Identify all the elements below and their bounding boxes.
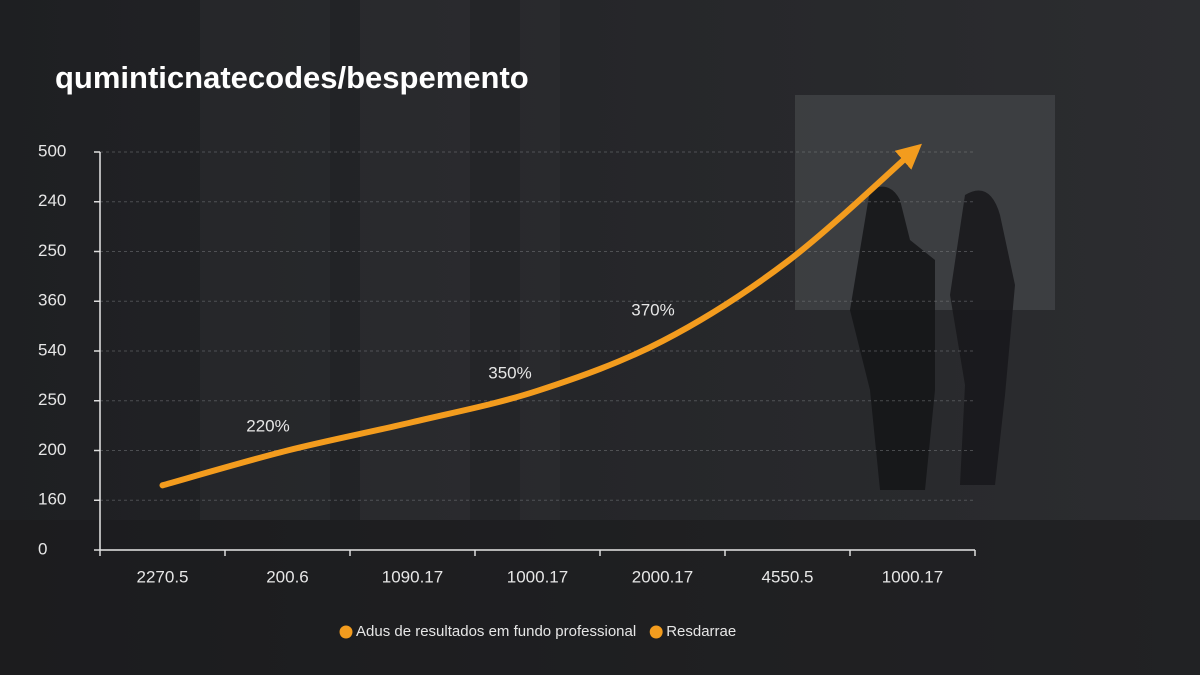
y-tick-label: 240 [38, 191, 66, 210]
chart-title: quminticnatecodes/bespemento [55, 60, 529, 95]
y-tick-label: 250 [38, 390, 66, 409]
legend-marker [339, 625, 353, 639]
x-tick-label: 200.6 [266, 567, 309, 586]
y-tick-label: 360 [38, 291, 66, 310]
x-tick-label: 1090.17 [382, 567, 443, 586]
x-tick-label: 2270.5 [137, 567, 189, 586]
y-tick-label: 500 [38, 141, 66, 160]
legend-label: Adus de resultados em fundo professional [356, 623, 636, 640]
x-tick-label: 1000.17 [882, 567, 943, 586]
annotation: 220% [246, 416, 289, 435]
legend-marker [649, 625, 663, 639]
annotation: 370% [631, 300, 674, 319]
x-tick-label: 2000.17 [632, 567, 693, 586]
y-tick-label: 540 [38, 340, 66, 359]
y-tick-label: 200 [38, 440, 66, 459]
y-tick-label: 250 [38, 241, 66, 260]
y-tick-label: 0 [38, 539, 47, 558]
legend-label: Resdarrae [666, 623, 736, 640]
x-tick-label: 1000.17 [507, 567, 568, 586]
y-tick-label: 160 [38, 490, 66, 509]
x-tick-label: 4550.5 [762, 567, 814, 586]
line [159, 143, 922, 489]
annotation: 350% [488, 363, 531, 382]
